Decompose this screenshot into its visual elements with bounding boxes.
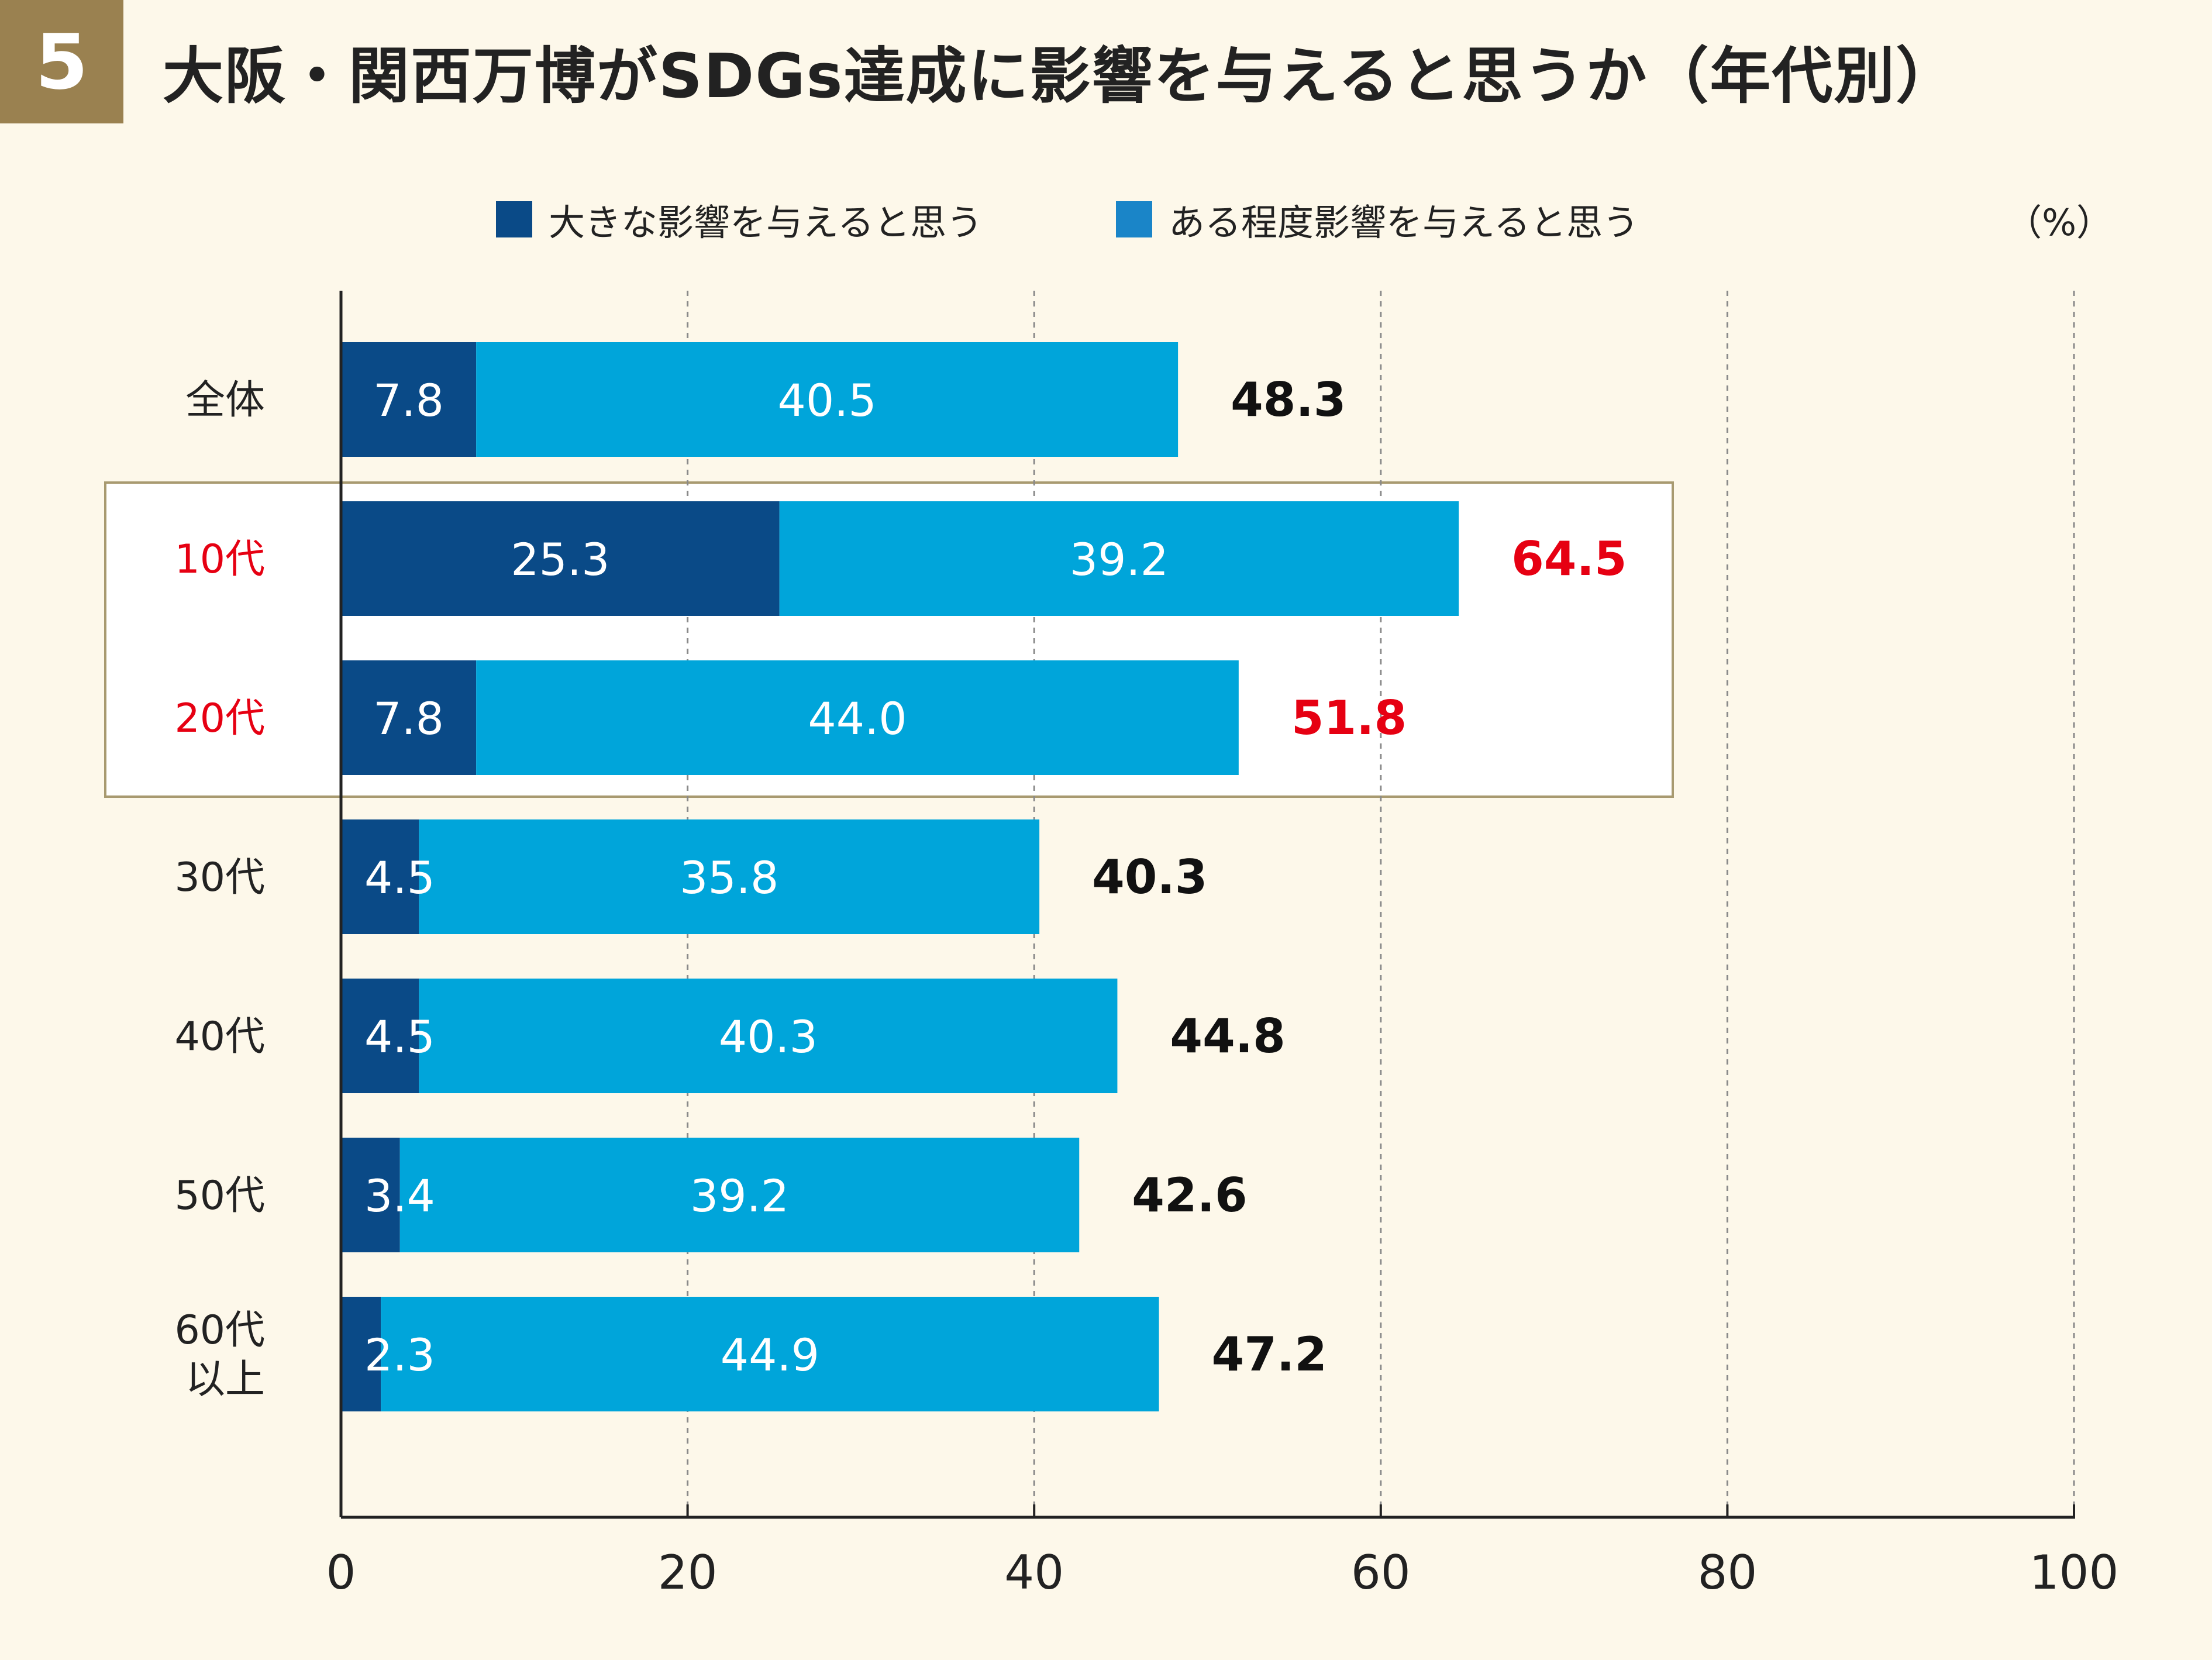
- bar-label-some: 40.5: [778, 374, 877, 426]
- bar-label-strong: 4.5: [364, 852, 435, 904]
- bar-total-label: 64.5: [1511, 532, 1627, 586]
- bar-some: [399, 1138, 1080, 1252]
- bar-strong: [341, 1138, 400, 1252]
- x-tick-label: 0: [326, 1545, 356, 1600]
- bar-strong: [341, 819, 419, 934]
- legend-swatch-strong: [496, 201, 532, 237]
- unit-label: （%）: [2006, 201, 2113, 244]
- bar-label-strong: 7.8: [373, 374, 444, 426]
- bar-label-strong: 3.4: [364, 1170, 435, 1222]
- x-tick-label: 100: [2030, 1545, 2119, 1600]
- bar-label-some: 40.3: [719, 1011, 818, 1063]
- bar-label-some: 44.9: [721, 1329, 819, 1381]
- chart-title: 大阪・関西万博がSDGs達成に影響を与えると思うか（年代別）: [163, 40, 1958, 112]
- category-label: 全体: [185, 377, 265, 423]
- category-label: 30代: [174, 855, 265, 901]
- category-label: 50代: [174, 1173, 265, 1219]
- bar-strong: [341, 501, 780, 616]
- bar-label-strong: 4.5: [364, 1011, 435, 1063]
- bar-some: [419, 819, 1040, 934]
- bar-some: [381, 1297, 1159, 1411]
- bar-strong: [341, 979, 419, 1093]
- category-label: 40代: [174, 1014, 265, 1060]
- bar-some: [419, 979, 1118, 1093]
- bar-total-label: 51.8: [1291, 691, 1407, 745]
- chart-number-badge: 5: [0, 0, 123, 123]
- bar-label-strong: 2.3: [364, 1329, 435, 1381]
- legend-label-some: ある程度影響を与えると思う: [1169, 201, 1639, 244]
- category-label: 10代: [174, 536, 265, 583]
- category-label: 60代以上: [174, 1307, 265, 1403]
- bar-strong: [341, 1297, 381, 1411]
- legend-item-some: ある程度影響を与えると思う: [1116, 193, 1639, 246]
- bar-total-label: 42.6: [1132, 1168, 1247, 1222]
- bar-label-some: 44.0: [808, 693, 907, 745]
- bar-total-label: 48.3: [1231, 373, 1346, 427]
- bar-label-strong: 7.8: [373, 693, 444, 745]
- legend-item-strong: 大きな影響を与えると思う: [496, 193, 983, 246]
- bar-some: [476, 342, 1179, 457]
- x-tick-label: 80: [1698, 1545, 1758, 1600]
- bar-total-label: 40.3: [1092, 850, 1207, 904]
- bar-label-some: 39.2: [1070, 533, 1169, 586]
- bar-total-label: 47.2: [1212, 1327, 1327, 1382]
- bar-strong: [341, 342, 477, 457]
- bar-some: [476, 660, 1239, 775]
- x-tick-label: 20: [658, 1545, 718, 1600]
- bar-some: [779, 501, 1459, 616]
- x-tick-label: 60: [1351, 1545, 1411, 1600]
- bar-total-label: 44.8: [1170, 1009, 1285, 1063]
- bar-strong: [341, 660, 477, 775]
- legend-label-strong: 大きな影響を与えると思う: [549, 201, 983, 244]
- bar-label-strong: 25.3: [511, 533, 609, 586]
- bar-label-some: 39.2: [690, 1170, 789, 1222]
- bar-label-some: 35.8: [680, 852, 778, 904]
- category-label: 20代: [174, 695, 265, 742]
- x-tick-label: 40: [1004, 1545, 1064, 1600]
- legend-swatch-some: [1116, 201, 1152, 237]
